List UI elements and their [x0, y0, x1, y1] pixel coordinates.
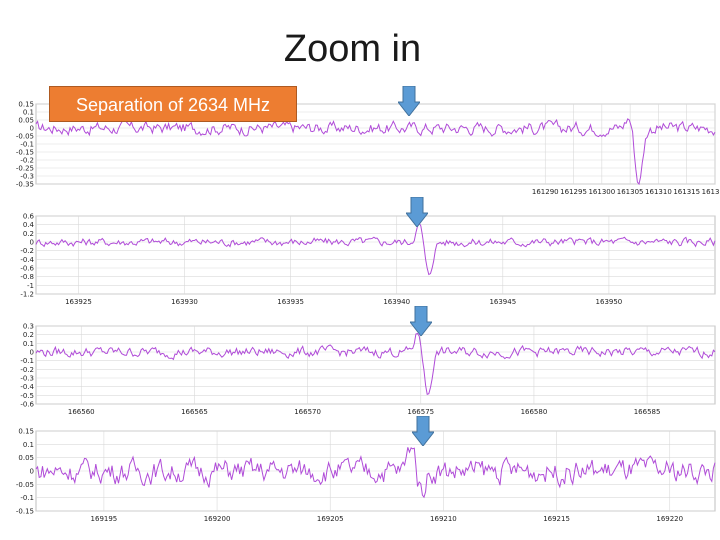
y-tick-label: -0.15 — [16, 508, 34, 516]
plot-area — [35, 215, 716, 295]
y-tick-label: -0.3 — [20, 375, 34, 383]
y-tick-label: -0.25 — [16, 165, 34, 173]
y-tick-label: 0 — [30, 349, 34, 357]
y-tick-label: 0.2 — [23, 331, 34, 339]
y-tick-label: -0.05 — [16, 481, 34, 489]
y-tick-label: -0.1 — [20, 494, 34, 502]
slide-title: Zoom in — [283, 28, 422, 70]
y-tick-label: 0.05 — [18, 117, 34, 125]
x-tick-label: 166580 — [521, 408, 548, 416]
y-tick-label: 0.15 — [18, 101, 34, 109]
down-arrow-icon — [406, 197, 428, 227]
y-tick-label: -0.05 — [16, 133, 34, 141]
y-tick-label: -0.6 — [20, 401, 34, 409]
down-arrow-icon — [398, 86, 420, 116]
y-tick-label: -0.5 — [20, 392, 34, 400]
y-tick-label: 0.15 — [18, 428, 34, 436]
down-arrow-icon — [412, 416, 434, 446]
y-tick-label: 0.6 — [23, 213, 35, 221]
x-tick-label: 163935 — [277, 298, 304, 306]
y-tick-label: -0.2 — [20, 157, 34, 165]
y-tick-label: 0.1 — [23, 109, 34, 117]
series-line — [35, 332, 716, 395]
x-tick-label: 166570 — [294, 408, 321, 416]
y-tick-label: -1.2 — [20, 291, 34, 299]
chart-panel-1: 0.150.10.050-0.05-0.1-0.15-0.2-0.25-0.3-… — [16, 101, 720, 197]
series-line — [35, 221, 716, 276]
x-tick-label: 161310 — [645, 188, 672, 196]
x-tick-label: 163930 — [171, 298, 198, 306]
y-tick-label: -0.1 — [20, 357, 34, 365]
x-tick-label: 169200 — [204, 515, 231, 523]
x-tick-label: 166575 — [407, 408, 434, 416]
y-tick-label: -0.15 — [16, 149, 34, 157]
y-tick-label: 0.1 — [23, 340, 34, 348]
x-tick-label: 161300 — [588, 188, 615, 196]
separation-callout: Separation of 2634 MHz — [49, 86, 297, 122]
y-tick-label: -0.2 — [20, 366, 34, 374]
y-tick-label: 0 — [30, 468, 34, 476]
x-tick-label: 169195 — [91, 515, 118, 523]
x-tick-label: 161305 — [617, 188, 644, 196]
plot-area — [35, 325, 716, 405]
y-tick-label: -0.1 — [20, 141, 34, 149]
y-tick-label: 0 — [30, 125, 34, 133]
down-arrow-icon — [410, 306, 432, 336]
chart-panel-3: 0.30.20.10-0.1-0.2-0.3-0.4-0.5-0.6 166560… — [20, 323, 716, 416]
x-tick-label: 166585 — [634, 408, 661, 416]
y-tick-label: 0.05 — [18, 454, 34, 462]
x-tick-label: 161320 — [702, 188, 720, 196]
x-tick-label: 169210 — [430, 515, 457, 523]
x-tick-label: 161290 — [532, 188, 559, 196]
chart-panel-2: 0.60.40.20-0.2-0.4-0.6-0.8-1-1.2 163925 16… — [20, 213, 716, 306]
y-tick-label: -0.3 — [20, 173, 34, 181]
x-tick-label: 169220 — [656, 515, 683, 523]
series-line — [35, 447, 716, 499]
y-tick-label: -0.35 — [16, 181, 34, 189]
y-tick-label: 0.1 — [23, 441, 34, 449]
y-tick-label: -1 — [27, 282, 34, 290]
x-tick-label: 163925 — [65, 298, 92, 306]
y-tick-label: 0.4 — [23, 221, 35, 229]
x-tick-label: 163950 — [596, 298, 623, 306]
x-tick-label: 169205 — [317, 515, 344, 523]
y-tick-label: 0 — [30, 239, 34, 247]
y-tick-label: 0.3 — [23, 323, 34, 331]
x-tick-label: 161315 — [673, 188, 700, 196]
y-tick-label: -0.8 — [20, 273, 34, 281]
x-tick-label: 161295 — [560, 188, 587, 196]
x-tick-label: 163940 — [383, 298, 410, 306]
y-tick-label: -0.4 — [20, 383, 34, 391]
chart-panel-4: 0.15 0.1 0.05 0 -0.05 -0.1 -0.15 169195 169200 16… — [16, 428, 716, 523]
y-tick-label: -0.6 — [20, 265, 34, 273]
y-tick-label: -0.2 — [20, 247, 34, 255]
x-tick-label: 166565 — [181, 408, 208, 416]
x-tick-label: 169215 — [543, 515, 570, 523]
series-line — [35, 118, 716, 186]
x-tick-label: 163945 — [489, 298, 516, 306]
y-tick-label: 0.2 — [23, 230, 34, 238]
y-tick-label: -0.4 — [20, 256, 34, 264]
x-tick-label: 166560 — [68, 408, 95, 416]
